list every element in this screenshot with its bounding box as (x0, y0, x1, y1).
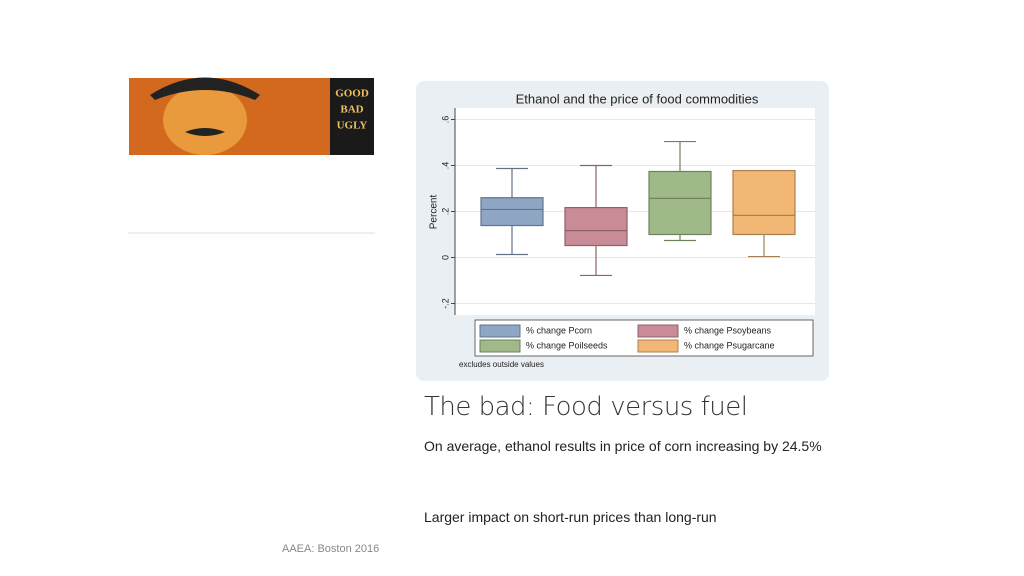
y-axis-label: Percent (429, 195, 440, 230)
legend-label: % change Poilseeds (526, 340, 608, 350)
paragraph: Larger impact on short-run prices than l… (424, 509, 717, 525)
y-tick-label: 0 (440, 255, 450, 260)
y-tick-label: .2 (440, 208, 450, 216)
poster-label: UGLY (337, 120, 368, 132)
legend-label: % change Pcorn (526, 325, 592, 335)
legend-swatch (479, 339, 521, 353)
legend-label: % change Psugarcane (684, 340, 775, 350)
chart-title: Ethanol and the price of food commoditie… (516, 91, 759, 106)
chart-note: excludes outside values (459, 360, 544, 369)
box (564, 206, 628, 247)
footer: AAEA: Boston 2016 (282, 543, 380, 555)
poster-label: BAD (340, 104, 363, 116)
y-tick-label: -.2 (440, 298, 450, 309)
paragraph: On average, ethanol results in price of … (424, 438, 822, 454)
box (480, 197, 544, 227)
box (732, 169, 796, 236)
legend-label: % change Psoybeans (684, 325, 772, 335)
legend-swatch (637, 339, 679, 353)
poster-side (330, 78, 374, 155)
legend-swatch (479, 324, 521, 338)
legend-swatch (637, 324, 679, 338)
box (648, 170, 712, 236)
poster-label: GOOD (335, 88, 369, 100)
poster-moustache (185, 128, 225, 136)
poster-image: GOOD BAD UGLY (129, 77, 374, 155)
y-tick-label: .4 (440, 162, 450, 170)
plot: -.2 0 .2 .4 .6 % change Pcorn % change Psoybea… (440, 108, 815, 353)
poster-face (163, 85, 247, 155)
y-tick-label: .6 (440, 116, 450, 124)
poster-hat (150, 77, 260, 100)
heading: The bad: Food versus fuel (424, 392, 748, 422)
